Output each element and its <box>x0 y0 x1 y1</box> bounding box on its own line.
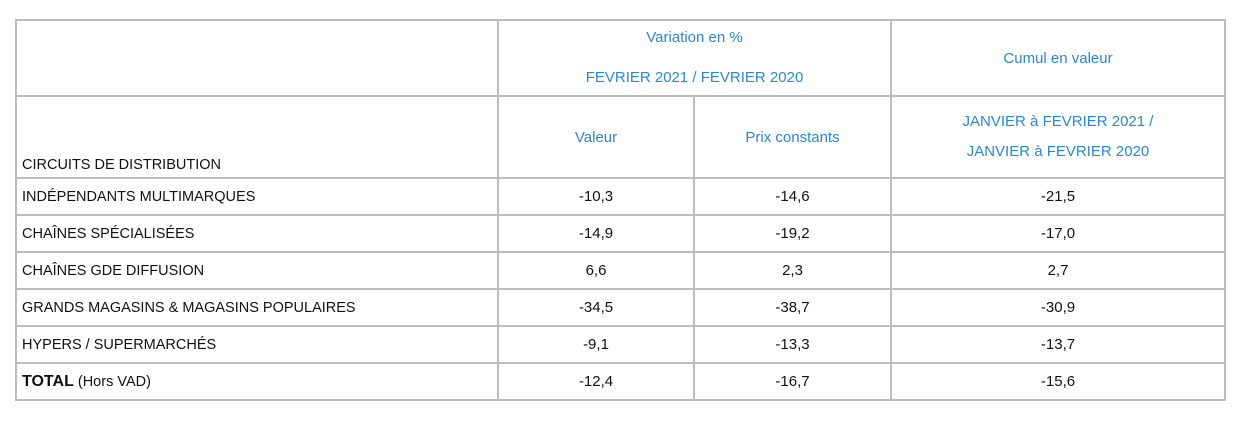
value: -21,5 <box>1040 188 1076 205</box>
value-cell: -30,9 <box>890 288 1226 327</box>
value: 6,6 <box>585 262 607 279</box>
value: 2,7 <box>1047 262 1069 279</box>
header-text: CIRCUITS DE DISTRIBUTION <box>22 157 221 173</box>
column-header: JANVIER à FEVRIER 2021 / JANVIER à FEVRI… <box>890 95 1226 179</box>
column-header: Valeur <box>497 95 695 179</box>
row-label: HYPERS / SUPERMARCHÉS <box>22 336 217 353</box>
data-row: HYPERS / SUPERMARCHÉS -9,1 -13,3 -13,7 <box>15 325 1226 364</box>
value-cell: -34,5 <box>497 288 695 327</box>
data-row: CHAÎNES SPÉCIALISÉES -14,9 -19,2 -17,0 <box>15 214 1226 253</box>
value-cell: -14,6 <box>693 177 892 216</box>
header-row: CIRCUITS DE DISTRIBUTION Valeur Prix con… <box>15 95 1226 179</box>
column-header: Prix constants <box>693 95 892 179</box>
data-row: INDÉPENDANTS MULTIMARQUES -10,3 -14,6 -21,5 <box>15 177 1226 216</box>
row-label: CHAÎNES SPÉCIALISÉES <box>22 225 195 242</box>
value-cell: -15,6 <box>890 362 1226 401</box>
value: -19,2 <box>775 225 810 242</box>
value: -17,0 <box>1040 225 1076 242</box>
value: -14,6 <box>775 188 810 205</box>
distribution-table: Variation en % FEVRIER 2021 / FEVRIER 20… <box>15 19 1226 401</box>
data-row: GRANDS MAGASINS & MAGASINS POPULAIRES -34… <box>15 288 1226 327</box>
header-text: Variation en % <box>646 29 743 46</box>
header-text: Cumul en valeur <box>1003 49 1113 67</box>
value: -38,7 <box>775 299 810 316</box>
header-text: JANVIER à FEVRIER 2021 / <box>962 113 1154 130</box>
value: -13,3 <box>775 336 810 353</box>
value-cell: -19,2 <box>693 214 892 253</box>
value: -14,9 <box>578 225 614 242</box>
total-row: TOTAL (Hors VAD) -12,4 -16,7 -15,6 <box>15 362 1226 401</box>
variation-header: Variation en % FEVRIER 2021 / FEVRIER 20… <box>497 19 892 97</box>
value-cell: 2,7 <box>890 251 1226 290</box>
value: -9,1 <box>583 336 609 353</box>
header-row: Variation en % FEVRIER 2021 / FEVRIER 20… <box>15 19 1226 97</box>
row-header: CIRCUITS DE DISTRIBUTION <box>15 95 499 179</box>
row-label-cell: GRANDS MAGASINS & MAGASINS POPULAIRES <box>15 288 499 327</box>
value-cell: -17,0 <box>890 214 1226 253</box>
data-row: CHAÎNES GDE DIFFUSION 6,6 2,3 2,7 <box>15 251 1226 290</box>
row-label-cell: CHAÎNES GDE DIFFUSION <box>15 251 499 290</box>
row-label: GRANDS MAGASINS & MAGASINS POPULAIRES <box>22 299 356 316</box>
value-cell: 6,6 <box>497 251 695 290</box>
value: -10,3 <box>578 188 614 205</box>
value-cell: 2,3 <box>693 251 892 290</box>
total-note: (Hors VAD) <box>77 373 151 390</box>
cumul-header: Cumul en valeur <box>890 19 1226 97</box>
row-label: INDÉPENDANTS MULTIMARQUES <box>22 188 256 205</box>
row-label: CHAÎNES GDE DIFFUSION <box>22 262 205 279</box>
value-cell: -14,9 <box>497 214 695 253</box>
row-label-cell: TOTAL (Hors VAD) <box>15 362 499 401</box>
value-cell: -13,7 <box>890 325 1226 364</box>
value-cell: -12,4 <box>497 362 695 401</box>
header-text: Valeur <box>574 128 618 146</box>
value: -34,5 <box>578 299 614 316</box>
total-label: TOTAL <box>22 372 74 390</box>
value: -12,4 <box>578 373 614 390</box>
value-cell: -13,3 <box>693 325 892 364</box>
value-cell: -38,7 <box>693 288 892 327</box>
row-label-cell: CHAÎNES SPÉCIALISÉES <box>15 214 499 253</box>
value: -13,7 <box>1040 336 1076 353</box>
value-cell: -21,5 <box>890 177 1226 216</box>
value-cell: -9,1 <box>497 325 695 364</box>
empty-cell <box>15 19 499 97</box>
header-text: JANVIER à FEVRIER 2020 <box>966 143 1150 160</box>
header-text: FEVRIER 2021 / FEVRIER 2020 <box>585 69 804 86</box>
value: -30,9 <box>1040 299 1076 316</box>
row-label-cell: INDÉPENDANTS MULTIMARQUES <box>15 177 499 216</box>
row-label-cell: HYPERS / SUPERMARCHÉS <box>15 325 499 364</box>
value-cell: -10,3 <box>497 177 695 216</box>
value: -16,7 <box>775 373 810 390</box>
value: 2,3 <box>782 262 803 279</box>
value: -15,6 <box>1040 373 1076 390</box>
header-text: Prix constants <box>745 128 840 146</box>
value-cell: -16,7 <box>693 362 892 401</box>
